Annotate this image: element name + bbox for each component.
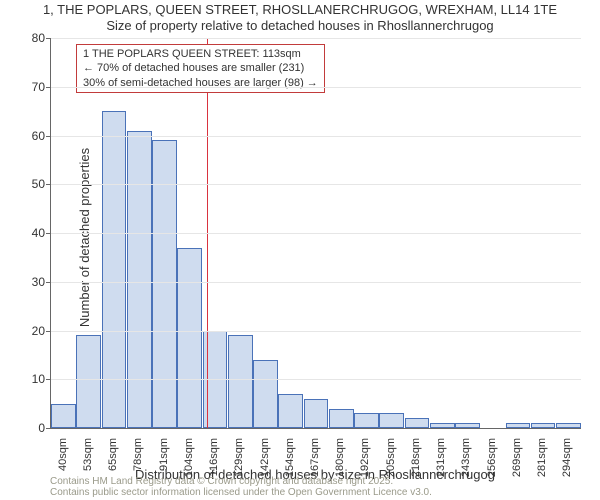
bar: [228, 335, 253, 428]
y-tick-mark: [46, 282, 50, 283]
y-tick-label: 50: [15, 177, 45, 191]
grid-line: [51, 87, 581, 88]
x-tick-label: 192sqm: [359, 438, 371, 498]
x-tick-label: 218sqm: [410, 438, 422, 498]
y-tick-label: 10: [15, 372, 45, 386]
bar: [405, 418, 430, 428]
x-tick-label: 269sqm: [511, 438, 523, 498]
x-tick-label: 180sqm: [334, 438, 346, 498]
chart-container: 1, THE POPLARS, QUEEN STREET, RHOSLLANER…: [0, 0, 600, 500]
x-tick-label: 154sqm: [284, 438, 296, 498]
x-tick-label: 78sqm: [132, 438, 144, 498]
grid-line: [51, 184, 581, 185]
x-tick-label: 53sqm: [82, 438, 94, 498]
x-tick-label: 294sqm: [561, 438, 573, 498]
bar: [329, 409, 354, 429]
bar: [177, 248, 202, 428]
y-tick-label: 30: [15, 275, 45, 289]
grid-line: [51, 233, 581, 234]
y-tick-label: 20: [15, 324, 45, 338]
bar: [304, 399, 329, 428]
bar: [556, 423, 581, 428]
grid-line: [51, 282, 581, 283]
x-tick-label: 243sqm: [460, 438, 472, 498]
y-tick-label: 80: [15, 31, 45, 45]
y-tick-label: 70: [15, 80, 45, 94]
annotation-line-2: ← 70% of detached houses are smaller (23…: [83, 61, 318, 75]
bar: [455, 423, 480, 428]
x-tick-label: 40sqm: [57, 438, 69, 498]
y-tick-label: 0: [15, 421, 45, 435]
chart-subtitle: Size of property relative to detached ho…: [0, 18, 600, 33]
grid-line: [51, 331, 581, 332]
bar: [102, 111, 127, 428]
bar: [430, 423, 455, 428]
bar: [253, 360, 278, 428]
y-tick-mark: [46, 87, 50, 88]
y-tick-mark: [46, 233, 50, 234]
x-tick-label: 231sqm: [435, 438, 447, 498]
bar: [127, 131, 152, 428]
y-tick-mark: [46, 184, 50, 185]
grid-line: [51, 136, 581, 137]
y-tick-mark: [46, 379, 50, 380]
annotation-line-1: 1 THE POPLARS QUEEN STREET: 113sqm: [83, 47, 318, 61]
x-tick-label: 205sqm: [385, 438, 397, 498]
x-tick-label: 142sqm: [259, 438, 271, 498]
bar: [51, 404, 76, 428]
bar: [278, 394, 303, 428]
bar: [531, 423, 556, 428]
x-tick-label: 116sqm: [208, 438, 220, 498]
y-tick-mark: [46, 428, 50, 429]
chart-title: 1, THE POPLARS, QUEEN STREET, RHOSLLANER…: [0, 2, 600, 18]
y-tick-label: 40: [15, 226, 45, 240]
x-tick-label: 281sqm: [536, 438, 548, 498]
bar: [379, 413, 404, 428]
bar: [506, 423, 531, 428]
x-tick-label: 104sqm: [183, 438, 195, 498]
x-tick-label: 65sqm: [107, 438, 119, 498]
x-tick-label: 91sqm: [158, 438, 170, 498]
grid-line: [51, 38, 581, 39]
bar: [354, 413, 379, 428]
bar: [76, 335, 101, 428]
y-tick-mark: [46, 331, 50, 332]
y-tick-mark: [46, 136, 50, 137]
plot-area: 1 THE POPLARS QUEEN STREET: 113sqm ← 70%…: [50, 38, 581, 429]
annotation-box: 1 THE POPLARS QUEEN STREET: 113sqm ← 70%…: [76, 44, 325, 93]
y-tick-label: 60: [15, 129, 45, 143]
y-tick-mark: [46, 38, 50, 39]
x-tick-label: 167sqm: [309, 438, 321, 498]
x-tick-label: 256sqm: [486, 438, 498, 498]
x-tick-label: 129sqm: [233, 438, 245, 498]
grid-line: [51, 379, 581, 380]
